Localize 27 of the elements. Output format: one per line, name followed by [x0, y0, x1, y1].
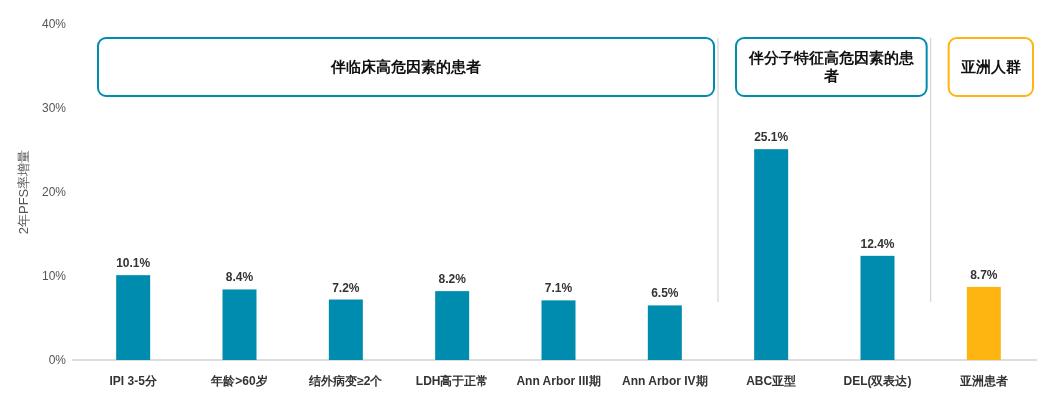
x-tick-label: 亚洲患者	[958, 374, 1008, 388]
data-label: 7.1%	[544, 281, 573, 296]
data-label: 8.4%	[225, 270, 254, 285]
data-label: 8.7%	[970, 267, 998, 282]
y-tick-label: 0%	[48, 353, 67, 367]
data-label: 6.5%	[651, 286, 679, 301]
annotation: 伴分子特征高危因素的患者	[747, 49, 915, 84]
y-tick-label: 10%	[41, 269, 67, 283]
data-label: 10.1%	[116, 256, 151, 271]
x-tick-label: DEL(双表达)	[843, 374, 912, 388]
y-tick-label: 30%	[41, 101, 67, 115]
y-tick-label: 40%	[41, 17, 67, 31]
data-label: 12.4%	[860, 236, 895, 251]
x-tick-label: Ann Arbor IV期	[622, 374, 708, 388]
x-tick-label: IPI 3-5分	[109, 374, 158, 388]
x-tick-label: ABC亚型	[746, 374, 797, 388]
x-tick-label: 年龄>60岁	[210, 374, 268, 388]
annotation: 伴临床高危因素的患者	[330, 58, 481, 75]
data-label: 8.2%	[438, 272, 467, 287]
x-tick-label: LDH高于正常	[415, 374, 489, 388]
x-tick-label: 结外病变≥2个	[308, 374, 384, 388]
y-tick-label: 20%	[41, 185, 67, 199]
annotation: 亚洲人群	[959, 58, 1021, 75]
x-tick-label: Ann Arbor III期	[516, 374, 601, 388]
data-label: 25.1%	[754, 130, 789, 145]
y-axis-title: 2年PFS率增量	[16, 149, 31, 235]
data-label: 7.2%	[332, 280, 360, 295]
